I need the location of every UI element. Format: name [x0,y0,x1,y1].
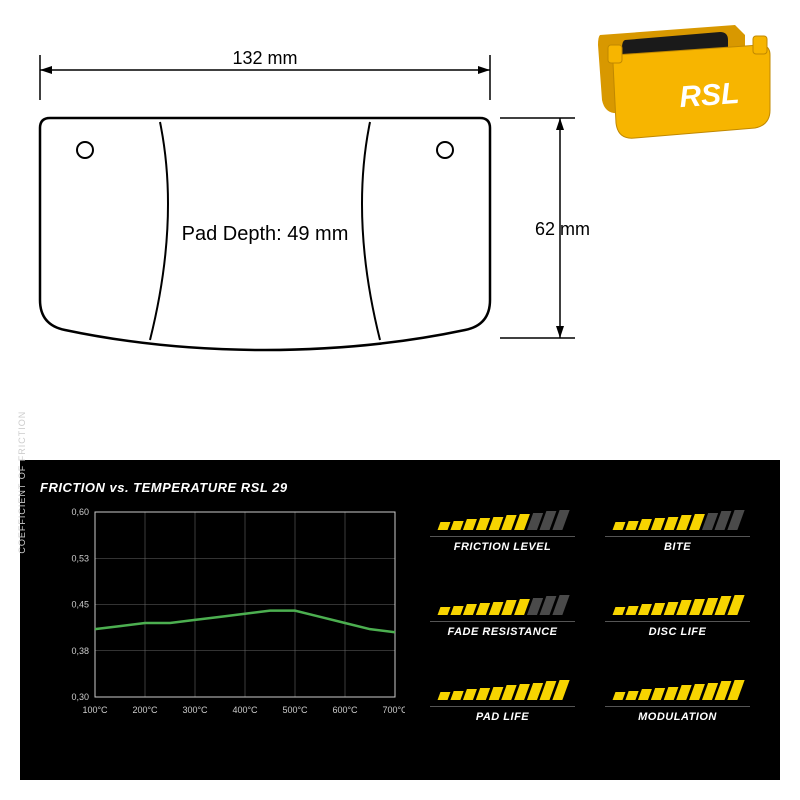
rating-label: MODULATION [605,706,750,723]
svg-text:600°C: 600°C [332,705,358,715]
brake-pad-drawing: 132 mm 62 mm Pad Depth: 49 mm [30,40,590,400]
rating-label: DISC LIFE [605,621,750,638]
rating-fade-resistance: FADE RESISTANCE [430,595,575,660]
rating-bars [614,510,741,530]
svg-text:400°C: 400°C [232,705,258,715]
rating-bar [638,604,652,615]
rating-bars [439,680,566,700]
rating-bar [438,692,451,700]
product-logo: RSL [678,77,740,114]
svg-text:700°C: 700°C [382,705,405,715]
rating-bar [438,522,451,530]
performance-panel: FRICTION vs. TEMPERATURE RSL 29 COEFFICI… [20,460,780,780]
rating-bars [439,595,566,615]
friction-chart: FRICTION vs. TEMPERATURE RSL 29 COEFFICI… [40,480,410,760]
pad-depth-label: Pad Depth: 49 mm [182,223,349,245]
technical-drawing-section: 132 mm 62 mm Pad Depth: 49 mm RSL [0,0,800,390]
rating-bar [463,689,477,700]
svg-text:500°C: 500°C [282,705,308,715]
chart-title: FRICTION vs. TEMPERATURE RSL 29 [40,480,410,495]
rating-bar [463,604,477,615]
rating-label: PAD LIFE [430,706,575,723]
rating-bar [613,692,626,700]
svg-text:200°C: 200°C [132,705,158,715]
rating-bars [614,680,741,700]
svg-text:0,38: 0,38 [71,646,89,656]
rating-label: FADE RESISTANCE [430,621,575,638]
y-axis-label: COEFFICIENT OF FRICTION [17,411,27,554]
rating-bar [463,519,477,530]
rating-bar [450,606,463,615]
rating-bar [613,607,626,615]
height-dimension: 62 mm [535,219,590,239]
rating-bar [625,606,638,615]
rating-pad-life: PAD LIFE [430,680,575,745]
svg-text:0,60: 0,60 [71,507,89,517]
rating-bars [439,510,566,530]
rating-bar [625,691,638,700]
rating-bar [638,689,652,700]
rating-bar [638,519,652,530]
svg-text:300°C: 300°C [182,705,208,715]
rating-label: FRICTION LEVEL [430,536,575,553]
svg-text:100°C: 100°C [82,705,108,715]
rating-bar [450,521,463,530]
svg-text:0,30: 0,30 [71,692,89,702]
rating-bar [613,522,626,530]
product-photo: RSL [570,10,780,150]
rating-disc-life: DISC LIFE [605,595,750,660]
ratings-grid: FRICTION LEVEL BITE FADE RESISTANCE DISC LI… [410,480,760,765]
svg-text:0,53: 0,53 [71,553,89,563]
svg-text:0,45: 0,45 [71,600,89,610]
rating-label: BITE [605,536,750,553]
rating-bite: BITE [605,510,750,575]
chart-svg: 0,30 0,38 0,45 0,53 0,60 100°C 200°C 300°C 400°C… [65,507,405,737]
rating-bars [614,595,741,615]
rating-bar [625,521,638,530]
rating-bar [438,607,451,615]
rating-friction-level: FRICTION LEVEL [430,510,575,575]
rating-modulation: MODULATION [605,680,750,745]
width-dimension: 132 mm [232,48,297,68]
rating-bar [450,691,463,700]
